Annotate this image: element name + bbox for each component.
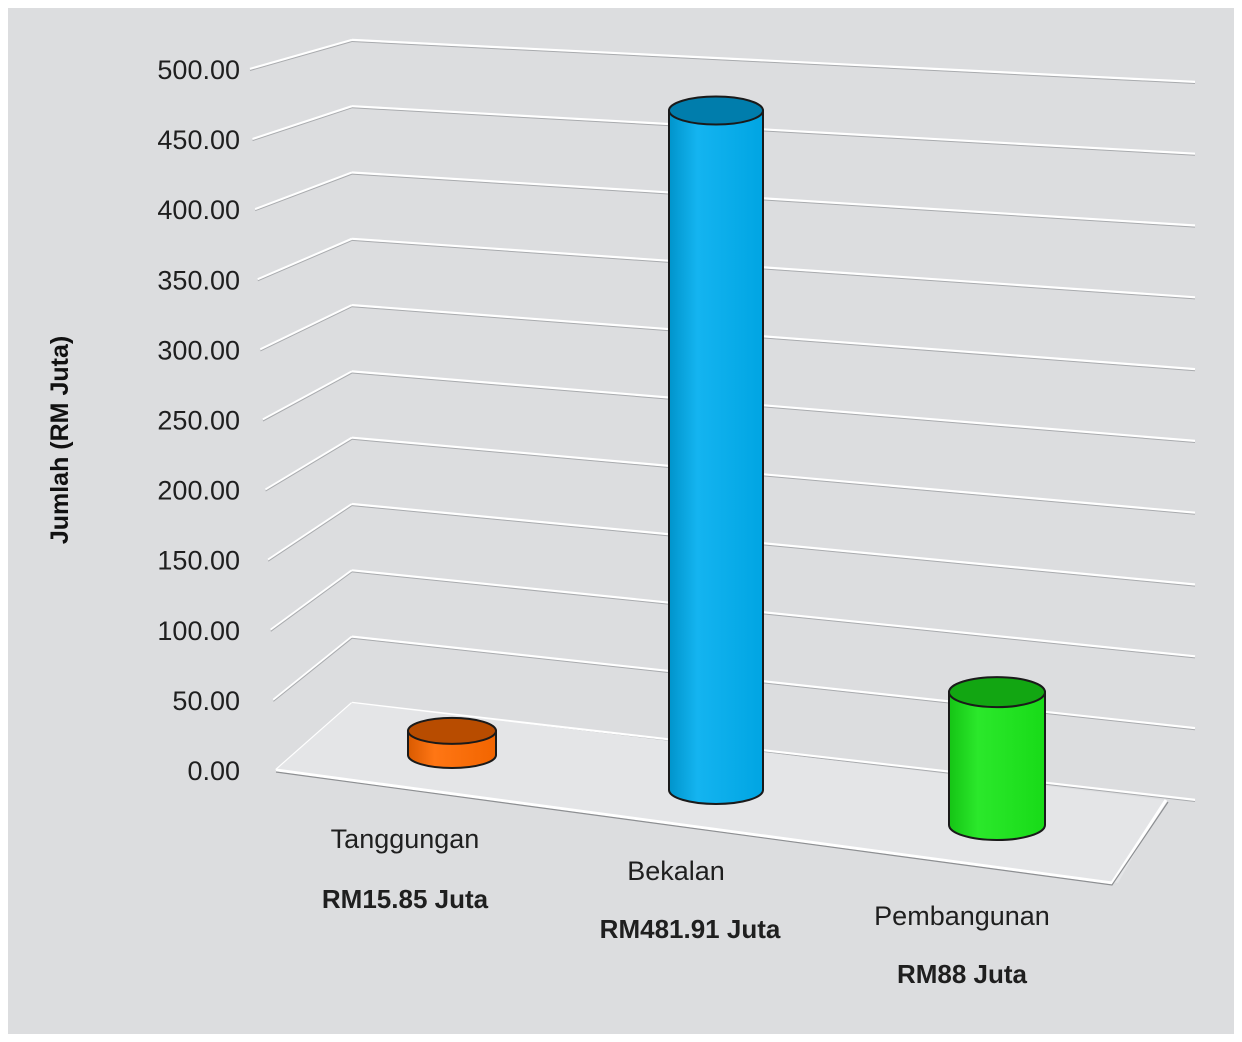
bar-top — [407, 716, 497, 745]
gridline-left-shadow — [270, 571, 353, 632]
gridline-left-shadow — [249, 41, 353, 71]
data-label: RM481.91 Juta — [600, 914, 781, 944]
bars — [407, 95, 1046, 841]
gridline-left-shadow — [252, 107, 353, 142]
y-tick-label: 0.00 — [187, 756, 240, 786]
bar-top — [668, 95, 764, 126]
gridline-back-shadow — [351, 306, 1196, 372]
gridline — [249, 38, 1196, 84]
gridline — [272, 635, 1196, 731]
y-tick-label: 150.00 — [157, 546, 240, 576]
gridline-back-wall — [351, 370, 1196, 443]
gridline-back-shadow — [351, 239, 1196, 300]
gridline — [267, 502, 1196, 587]
gridline-left-wall — [264, 436, 353, 491]
bar-body — [948, 691, 1046, 841]
gridline-back-wall — [351, 701, 1196, 802]
floor-edge-shadow — [275, 771, 1169, 886]
gridline-left-wall — [254, 171, 353, 211]
gridline-back-shadow — [351, 571, 1196, 659]
gridline-left-wall — [257, 237, 353, 281]
gridline-back-wall — [351, 38, 1196, 84]
gridline-back-shadow — [351, 173, 1196, 228]
data-label: RM15.85 Juta — [322, 884, 489, 914]
gridline — [254, 171, 1196, 228]
gridline-left-wall — [272, 635, 353, 701]
gridline-left-shadow — [260, 306, 353, 352]
gridline-left-wall — [262, 370, 353, 421]
gridline — [259, 304, 1196, 372]
y-tick-label: 350.00 — [157, 265, 240, 295]
gridline-left-shadow — [267, 505, 353, 562]
gridline-back-wall — [351, 237, 1196, 299]
gridline — [262, 370, 1196, 443]
gridline-back-shadow — [351, 637, 1196, 731]
bar-pembangunan — [948, 676, 1046, 841]
gridline-back-wall — [351, 304, 1196, 371]
gridline-back-wall — [351, 105, 1196, 155]
y-tick-label: 250.00 — [157, 406, 240, 436]
gridlines — [249, 38, 1196, 802]
bar-tanggungan — [407, 716, 497, 769]
y-tick-label: 50.00 — [172, 686, 240, 716]
bar-bekalan — [668, 95, 764, 805]
bar-top — [948, 676, 1046, 709]
y-tick-label: 200.00 — [157, 476, 240, 506]
data-label: RM88 Juta — [897, 959, 1028, 989]
gridline-back-shadow — [351, 505, 1196, 587]
gridline-back-wall — [351, 635, 1196, 730]
gridline-left-wall — [270, 569, 353, 631]
gridline-back-wall — [351, 436, 1196, 514]
gridline-left-wall — [259, 304, 353, 351]
y-tick-label: 450.00 — [157, 125, 240, 155]
y-axis-ticks: 0.00 50.00 100.00 150.00 200.00 250.00 300.00 3… — [157, 55, 240, 786]
category-label: Bekalan — [627, 856, 725, 886]
gridline-left-wall — [252, 105, 353, 141]
category-label: Tanggungan — [331, 824, 480, 854]
gridline-left-shadow — [257, 239, 353, 282]
gridline-back-shadow — [351, 41, 1196, 84]
gridline-left-shadow — [273, 637, 353, 702]
gridline-back-wall — [351, 171, 1196, 227]
gridline-back-wall — [351, 569, 1196, 658]
gridline-left-shadow — [265, 438, 353, 492]
gridline-back-shadow — [351, 107, 1196, 156]
gridline — [257, 237, 1196, 300]
category-labels: Tanggungan RM15.85 Juta Bekalan RM481.91 Ju… — [322, 824, 1050, 989]
bar-body — [668, 109, 764, 805]
gridline-left-shadow — [255, 173, 353, 212]
floor-edge-light — [275, 768, 1168, 885]
y-axis-title: Jumlah (RM Juta) — [46, 336, 74, 544]
gridline-left-wall — [267, 503, 353, 561]
y-tick-label: 500.00 — [157, 55, 240, 85]
gridline — [252, 105, 1196, 156]
gridline-left-wall — [249, 38, 353, 71]
gridline — [270, 569, 1196, 659]
gridline-back-wall — [351, 502, 1196, 586]
gridline-left-shadow — [262, 372, 353, 422]
gridline-back-shadow — [351, 438, 1196, 515]
gridline — [264, 436, 1196, 515]
category-label: Pembangunan — [874, 901, 1050, 931]
gridline-back-shadow — [351, 372, 1196, 443]
y-tick-label: 300.00 — [157, 335, 240, 365]
y-tick-label: 400.00 — [157, 195, 240, 225]
y-tick-label: 100.00 — [157, 616, 240, 646]
